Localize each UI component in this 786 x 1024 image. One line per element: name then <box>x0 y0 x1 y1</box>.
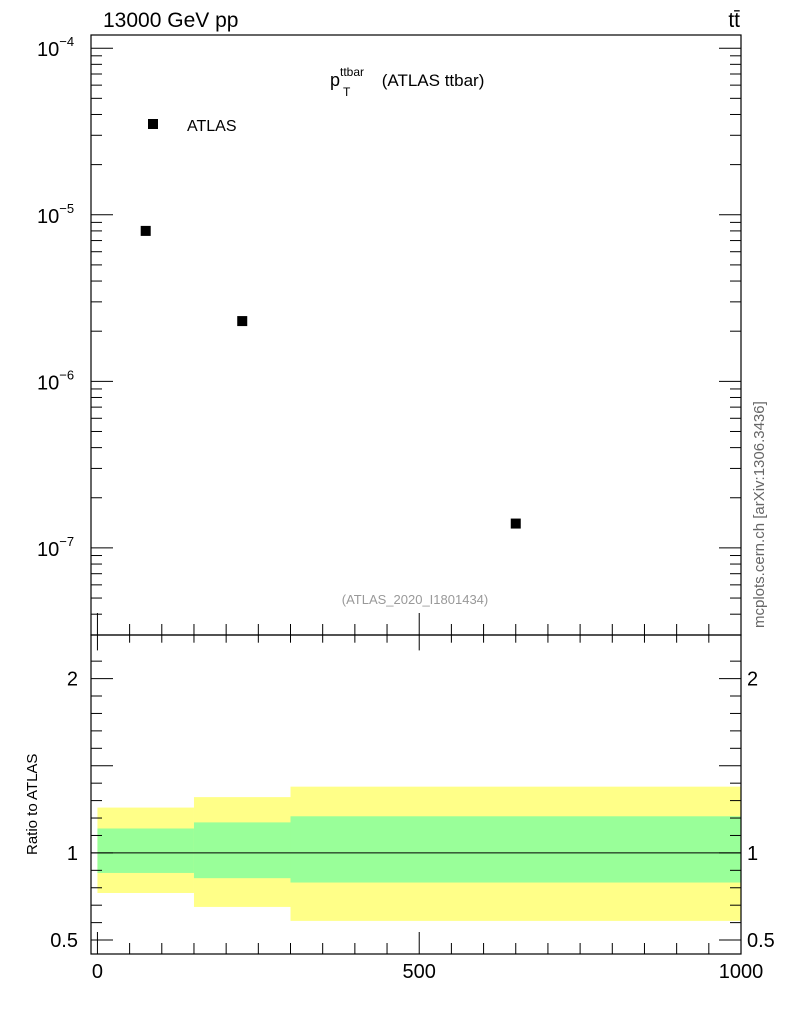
ratio-x-tick-label: 1000 <box>719 961 764 983</box>
ratio-inner-band <box>193 822 291 879</box>
ratio-x-tick-label: 500 <box>403 961 436 983</box>
main-y-tick-label: 10−4 <box>37 34 74 61</box>
main-y-tick-label: 10−7 <box>37 534 74 561</box>
plot-title-rest: (ATLAS ttbar) <box>377 71 484 90</box>
ratio-y-tick-label: 0.5 <box>50 930 78 952</box>
plot-title: pttbar T (ATLAS ttbar) <box>330 65 484 99</box>
main-y-tick-label: 10−5 <box>37 201 74 228</box>
atlas-data-points <box>140 225 521 529</box>
plot-title-main: p <box>330 70 340 90</box>
ratio-inner-band <box>97 828 194 873</box>
ratio-y-tick-label: 1 <box>67 843 78 865</box>
atlas-data-point <box>140 225 151 236</box>
legend-label-atlas: ATLAS <box>187 118 237 135</box>
ratio-inner-band <box>290 816 741 883</box>
header-energy-label: 13000 GeV pp <box>103 9 238 32</box>
analysis-id-watermark: (ATLAS_2020_I1801434) <box>342 592 488 607</box>
plot-title-superscript: ttbar <box>340 65 364 79</box>
header-process-label: tt̄ <box>728 9 740 32</box>
main-y-tick-labels: 10−4 10−5 10−6 10−7 <box>37 34 74 561</box>
ratio-y-axis-title: Ratio to ATLAS <box>24 754 41 855</box>
mcplots-side-label: mcplots.cern.ch [arXiv:1306.3436] <box>751 401 768 628</box>
ratio-y-tick-label-right: 0.5 <box>747 930 775 952</box>
ratio-y-axis: 0.5 0.5 1 1 2 2 <box>50 660 775 952</box>
ratio-y-tick-label: 2 <box>67 669 78 691</box>
ratio-uncertainty-bands <box>97 786 741 921</box>
ratio-y-tick-label-right: 2 <box>747 669 758 691</box>
ratio-x-tick-label: 0 <box>92 961 103 983</box>
legend-marker-atlas <box>148 119 158 129</box>
ratio-x-axis: 0 500 1000 <box>92 635 763 983</box>
ratio-y-tick-label-right: 1 <box>747 843 758 865</box>
atlas-data-point <box>510 518 521 529</box>
plot-title-subscript: T <box>343 85 351 99</box>
main-y-tick-label: 10−6 <box>37 367 74 394</box>
main-x-axis-ticks <box>96 613 742 635</box>
main-y-axis <box>91 47 741 636</box>
atlas-data-point <box>237 316 248 327</box>
ratio-plot-frame <box>90 634 742 955</box>
